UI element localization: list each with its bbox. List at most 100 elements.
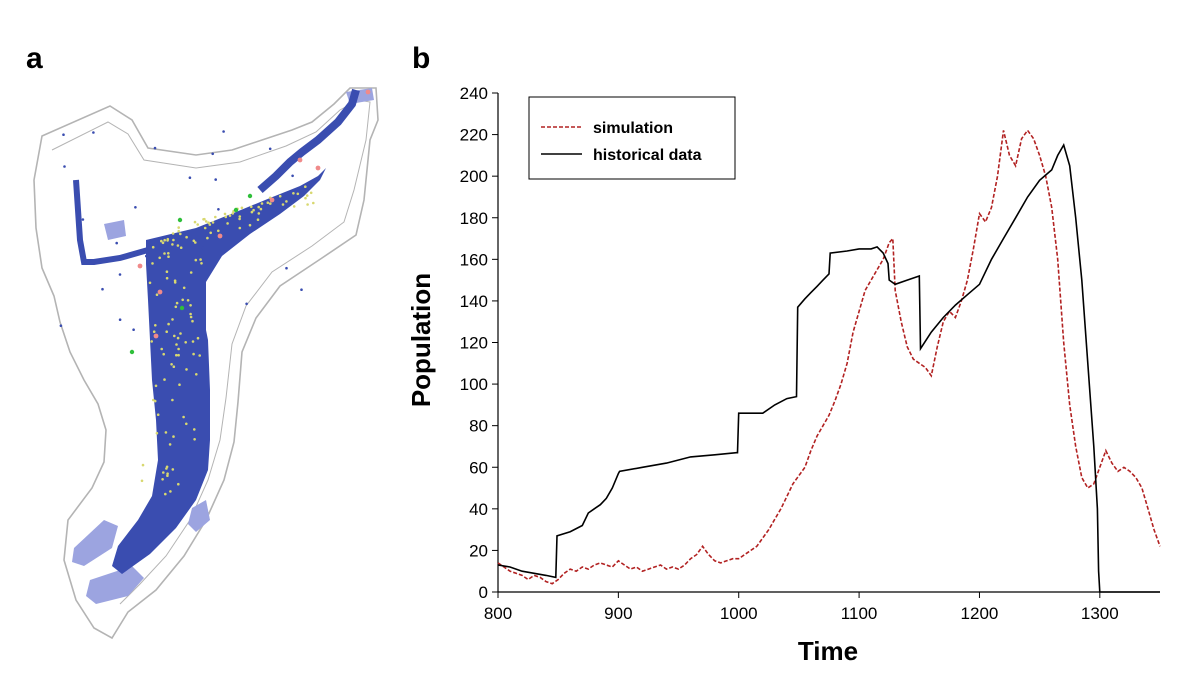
household-dot — [151, 262, 154, 265]
household-dot — [160, 347, 163, 351]
household-dot — [160, 239, 163, 243]
household-dot — [192, 352, 195, 356]
y-tick-label: 180 — [460, 209, 488, 228]
legend-label-simulation: simulation — [593, 120, 673, 137]
household-dot — [163, 252, 166, 255]
household-dot — [165, 330, 168, 334]
household-dot — [166, 239, 169, 242]
y-tick-label: 220 — [460, 126, 488, 145]
household-dot — [285, 266, 288, 270]
household-dot — [278, 194, 282, 198]
household-dot — [208, 223, 212, 226]
site-dot-green — [129, 349, 135, 355]
household-dot — [269, 202, 272, 205]
household-dot — [164, 492, 167, 496]
household-dot — [250, 205, 253, 209]
y-tick-label: 120 — [460, 334, 488, 353]
household-dot — [164, 431, 168, 434]
site-dot-red — [153, 333, 159, 339]
household-dot — [260, 202, 264, 205]
household-dot — [223, 212, 227, 216]
household-dot — [115, 241, 118, 245]
household-dot — [217, 229, 220, 233]
household-dot — [248, 223, 252, 227]
household-dot — [152, 330, 156, 334]
household-dot — [173, 334, 176, 338]
household-dot — [118, 273, 122, 276]
y-tick-label: 100 — [460, 375, 488, 394]
series-line-historical-data — [497, 142, 1160, 593]
site-dots — [59, 89, 371, 496]
site-dot-red — [269, 197, 275, 203]
site-dot-red — [365, 89, 371, 95]
household-dot — [185, 235, 188, 239]
household-dot — [226, 222, 229, 225]
household-dot — [296, 192, 300, 196]
household-dot — [168, 443, 172, 446]
household-dot — [153, 399, 157, 403]
x-axis-title: Time — [798, 636, 858, 666]
household-dot — [171, 232, 175, 235]
household-dot — [177, 229, 180, 233]
household-dot — [300, 288, 303, 292]
household-dot — [238, 215, 242, 218]
household-dot — [191, 340, 195, 343]
household-dot — [191, 319, 194, 323]
household-dot — [172, 365, 176, 369]
household-dot — [312, 201, 315, 205]
household-dot — [177, 482, 180, 486]
household-dot — [193, 428, 196, 431]
household-dot — [291, 174, 294, 178]
household-dot — [196, 223, 199, 226]
household-dot — [179, 232, 182, 236]
household-dot — [177, 347, 180, 351]
household-dot — [165, 270, 169, 274]
household-dot — [245, 302, 248, 306]
legend: simulation historical data — [528, 96, 736, 180]
household-dot — [162, 352, 165, 356]
household-dot — [174, 305, 178, 309]
household-dot — [238, 217, 241, 221]
legend-box — [528, 96, 736, 180]
y-tick-label: 40 — [469, 500, 488, 519]
household-dot — [161, 241, 165, 245]
household-dot — [292, 192, 295, 195]
household-dot — [153, 146, 157, 150]
household-dot — [211, 152, 214, 156]
site-dot-red — [157, 289, 163, 295]
household-dot — [217, 208, 220, 211]
household-dot — [177, 353, 180, 357]
y-tick-label: 0 — [479, 583, 488, 602]
y-axis-title: Population — [406, 273, 436, 407]
x-ticks: 800 900 1000 1100 1200 1300 — [484, 592, 1119, 623]
household-dot — [118, 318, 122, 322]
panel-label-b: b — [412, 42, 431, 75]
series-line-simulation — [497, 129, 1161, 585]
household-dot — [281, 203, 285, 206]
household-dot — [268, 147, 272, 151]
household-dot — [309, 191, 313, 195]
household-dot — [259, 207, 263, 211]
household-dot — [224, 215, 228, 219]
household-dot — [203, 226, 207, 230]
household-dot — [167, 322, 170, 326]
household-dot — [132, 328, 135, 332]
household-dot — [165, 276, 169, 280]
household-dot — [182, 286, 186, 290]
household-dot — [214, 215, 217, 219]
site-dot-green — [177, 217, 183, 223]
household-dot — [154, 286, 158, 290]
household-dot — [257, 205, 261, 209]
household-dot — [222, 130, 225, 133]
household-dot — [171, 468, 175, 471]
y-tick-label: 80 — [469, 417, 488, 436]
household-dot — [165, 465, 169, 469]
household-dot — [152, 398, 155, 402]
household-dot — [175, 301, 179, 305]
household-dot — [250, 210, 254, 214]
household-dot — [167, 252, 170, 255]
household-dot — [304, 185, 307, 188]
household-dot — [240, 206, 244, 210]
